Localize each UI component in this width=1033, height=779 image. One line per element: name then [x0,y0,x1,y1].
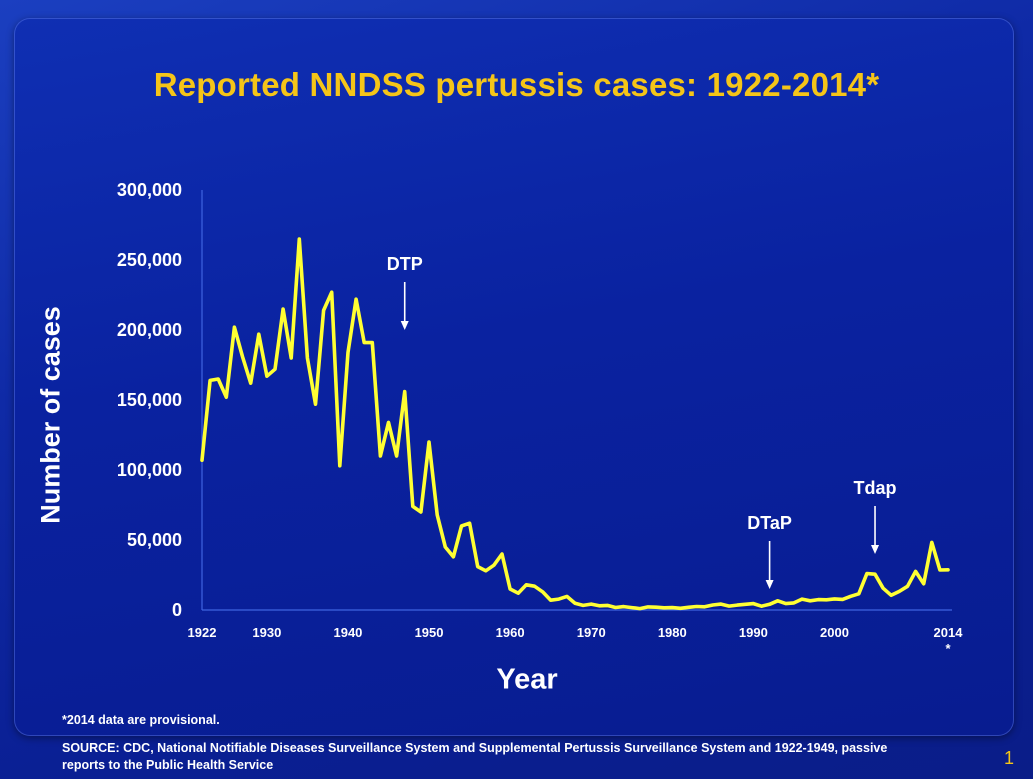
x-tick-note: * [945,641,951,656]
x-tick-label: 1940 [333,625,362,640]
annotation: DTaP [747,513,792,589]
source-note: SOURCE: CDC, National Notifiable Disease… [62,741,888,772]
x-tick-label: 1980 [658,625,687,640]
x-tick-label: 1990 [739,625,768,640]
y-tick-label: 250,000 [117,250,182,270]
annotation-label: DTP [387,254,423,274]
annotation-arrowhead [871,545,880,554]
x-tick-labels: 1922 1930 1940 1950 1960 1970 1980 1990 2000 2014… [188,625,964,656]
chart-title: Reported NNDSS pertussis cases: 1922-201… [153,66,880,103]
slide-panel [14,18,1014,736]
x-tick-label: 1950 [415,625,444,640]
annotation-arrowhead [400,321,409,330]
x-tick-label: 1960 [496,625,525,640]
slide-number: 1 [1004,748,1015,768]
vaccine-annotations: DTP DTaP Tdap [387,254,897,589]
y-axis-label: Number of cases [35,306,66,524]
y-tick-label: 200,000 [117,320,182,340]
x-tick-label: 2000 [820,625,849,640]
y-tick-label: 100,000 [117,460,182,480]
chart-axes [201,190,952,611]
x-tick-label: 1922 [188,625,217,640]
y-tick-label: 0 [172,600,182,620]
data-series [200,237,950,611]
x-tick-label: 1970 [577,625,606,640]
annotation-arrowhead [765,580,774,589]
series-line [200,237,950,611]
x-axis-label: Year [496,663,558,696]
x-tick-label: 2014 [934,625,964,640]
y-tick-label: 150,000 [117,390,182,410]
y-tick-label: 50,000 [127,530,182,550]
y-tick-labels: 0 50,000 100,000 150,000 200,000 250,000 300,0… [117,180,182,620]
x-tick-label: 1930 [252,625,281,640]
annotation-label: DTaP [747,513,792,533]
annotation: Tdap [854,478,897,554]
annotation: DTP [387,254,423,330]
annotation-label: Tdap [854,478,897,498]
y-tick-label: 300,000 [117,180,182,200]
provisional-footnote: *2014 data are provisional. [62,713,220,727]
